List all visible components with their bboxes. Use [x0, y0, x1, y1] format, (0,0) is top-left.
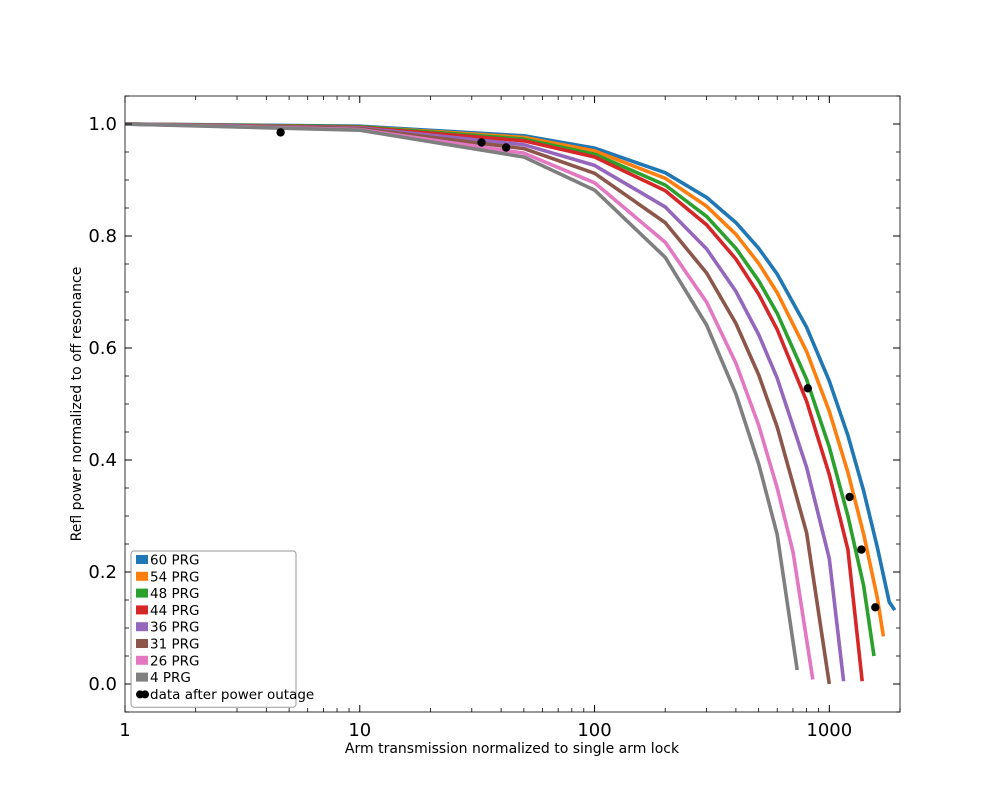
- series-line-4: [124, 122, 846, 682]
- x-tick-label: 10: [348, 720, 371, 741]
- x-tick-label: 1000: [806, 720, 852, 741]
- data-point: [803, 384, 812, 393]
- y-tick-label: 0.4: [88, 450, 117, 471]
- x-tick-label: 100: [577, 720, 611, 741]
- legend-entry-label: 60 PRG: [150, 553, 199, 569]
- data-point: [845, 492, 854, 502]
- legend-entry-label: 31 PRG: [150, 637, 199, 653]
- legend-box: [130, 550, 297, 708]
- legend-entry-label: 36 PRG: [150, 620, 199, 636]
- legend-swatch: [136, 588, 148, 598]
- legend-swatch: [136, 672, 148, 682]
- legend-swatch: [136, 571, 148, 581]
- y-axis-label: Refl power normalized to off resonance: [69, 267, 85, 542]
- y-tick-label: 0.8: [88, 226, 117, 247]
- series-line-1: [124, 122, 886, 637]
- legend-entry-label: 44 PRG: [150, 603, 199, 619]
- legend-swatch: [136, 655, 148, 665]
- legend-swatch: [136, 555, 148, 564]
- series-line-2: [124, 122, 876, 657]
- legend-swatch: [136, 622, 148, 632]
- data-point: [857, 545, 866, 554]
- x-tick-label: 1: [119, 720, 130, 741]
- y-tick-label: 0.0: [88, 674, 117, 695]
- scatter-points: [276, 128, 880, 612]
- axis-ticks: 1 10 100 1000 0.0 0.2 0.4 0.6 0.8 1.0: [88, 95, 901, 741]
- x-axis-label: Arm transmission normalized to single ar…: [345, 741, 680, 757]
- legend-swatch: [136, 639, 148, 648]
- legend-entry-label: 26 PRG: [150, 653, 199, 669]
- data-point: [501, 143, 511, 152]
- series-line-5: [124, 122, 832, 685]
- legend-swatch: [136, 605, 148, 615]
- legend-marker: [141, 690, 149, 699]
- legend-entry-label: 54 PRG: [150, 569, 199, 585]
- legend-entry-label: 4 PRG: [150, 670, 191, 686]
- data-point: [871, 603, 880, 612]
- legend-entry-label: data after power outage: [150, 687, 314, 703]
- series-line-7: [124, 122, 799, 671]
- data-point: [276, 128, 285, 137]
- y-tick-label: 0.2: [88, 562, 117, 583]
- series-line-0: [124, 122, 897, 612]
- series-line-6: [124, 122, 815, 680]
- y-tick-label: 0.6: [88, 338, 117, 359]
- legend-entry-label: 48 PRG: [150, 586, 199, 602]
- data-point: [477, 138, 486, 147]
- y-tick-label: 1.0: [88, 114, 117, 135]
- series-line-3: [124, 122, 864, 682]
- series-lines: [124, 122, 897, 685]
